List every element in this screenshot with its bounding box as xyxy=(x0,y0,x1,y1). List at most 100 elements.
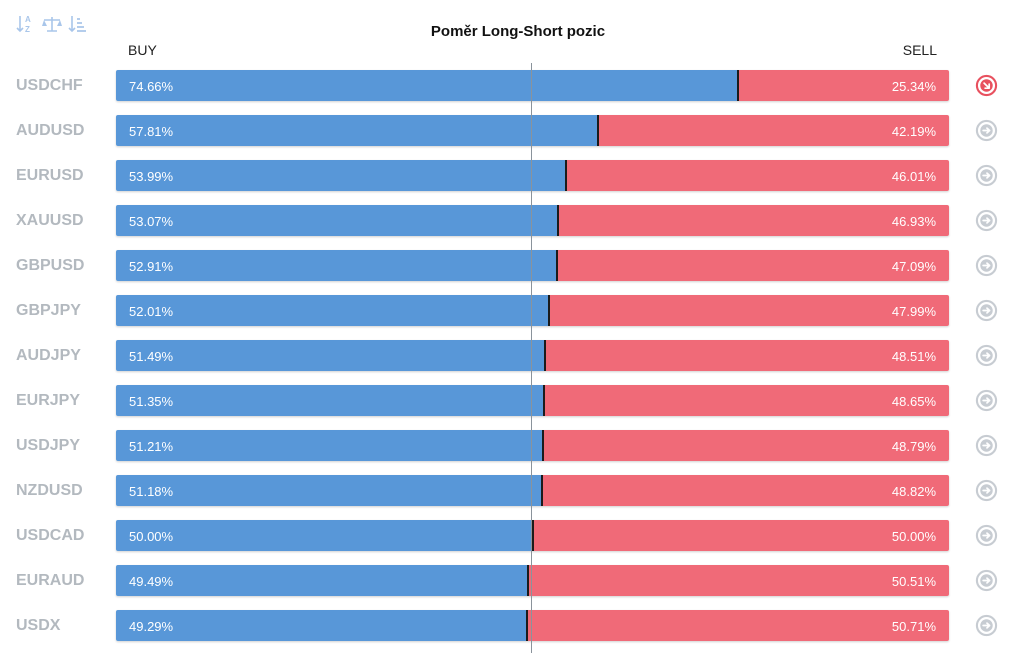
sell-percent-label: 48.82% xyxy=(891,484,936,499)
symbol-label: NZDUSD xyxy=(16,482,83,499)
ratio-bar: 57.81% 42.19% xyxy=(116,115,949,146)
symbol-label: USDCAD xyxy=(16,527,85,544)
ratio-divider xyxy=(525,610,528,641)
sell-percent-label: 48.65% xyxy=(891,394,936,409)
ratio-bar: 51.18% 48.82% xyxy=(116,475,949,506)
ratio-divider xyxy=(541,430,544,461)
chart-row: NZDUSD 51.18% 48.82% xyxy=(0,475,1021,507)
symbol-label: GBPUSD xyxy=(16,257,85,274)
buy-percent-label: 51.35% xyxy=(129,394,174,409)
buy-bar-segment: 50.00% xyxy=(116,520,533,551)
sell-bar-segment: 50.00% xyxy=(532,520,949,551)
sell-header: SELL xyxy=(902,42,937,58)
ratio-bar: 51.21% 48.79% xyxy=(116,430,949,461)
sell-percent-label: 46.01% xyxy=(891,169,936,184)
sell-bar-segment: 50.51% xyxy=(528,565,949,596)
chart-row: EURAUD 49.49% 50.51% xyxy=(0,565,1021,597)
arrow-right-icon[interactable] xyxy=(975,479,998,502)
buy-percent-label: 53.07% xyxy=(129,214,174,229)
sell-percent-label: 46.93% xyxy=(891,214,936,229)
ratio-divider xyxy=(527,565,530,596)
sell-bar-segment: 48.79% xyxy=(542,430,949,461)
buy-percent-label: 52.01% xyxy=(129,304,174,319)
sell-bar-segment: 50.71% xyxy=(526,610,949,641)
buy-percent-label: 57.81% xyxy=(129,124,174,139)
sell-percent-label: 48.79% xyxy=(891,439,936,454)
chart-row: USDX 49.29% 50.71% xyxy=(0,610,1021,642)
arrow-right-icon[interactable] xyxy=(975,209,998,232)
ratio-divider xyxy=(543,340,546,371)
sell-bar-segment: 25.34% xyxy=(737,70,949,101)
arrow-down-right-icon[interactable] xyxy=(975,74,998,97)
ratio-bar: 49.29% 50.71% xyxy=(116,610,949,641)
svg-text:A: A xyxy=(25,15,31,24)
symbol-label: AUDUSD xyxy=(16,122,85,139)
buy-bar-segment: 52.01% xyxy=(116,295,550,326)
chart-row: AUDUSD 57.81% 42.19% xyxy=(0,115,1021,147)
ratio-divider xyxy=(736,70,739,101)
chart-row: EURJPY 51.35% 48.65% xyxy=(0,385,1021,417)
ratio-bar: 49.49% 50.51% xyxy=(116,565,949,596)
ratio-bar: 52.01% 47.99% xyxy=(116,295,949,326)
fifty-percent-line xyxy=(531,63,532,653)
arrow-right-icon[interactable] xyxy=(975,164,998,187)
sort-alpha-icon[interactable]: A Z xyxy=(16,13,36,35)
symbol-label: USDCHF xyxy=(16,77,83,94)
sell-percent-label: 47.09% xyxy=(891,259,936,274)
ratio-bar: 53.07% 46.93% xyxy=(116,205,949,236)
chart-row: USDJPY 51.21% 48.79% xyxy=(0,430,1021,462)
ratio-divider xyxy=(531,520,534,551)
ratio-divider xyxy=(542,385,545,416)
symbol-label: USDJPY xyxy=(16,437,81,454)
buy-bar-segment: 53.07% xyxy=(116,205,559,236)
symbol-label: XAUUSD xyxy=(16,212,84,229)
buy-bar-segment: 74.66% xyxy=(116,70,738,101)
ratio-bar: 74.66% 25.34% xyxy=(116,70,949,101)
balance-scale-icon[interactable] xyxy=(42,13,62,35)
buy-percent-label: 49.29% xyxy=(129,619,174,634)
arrow-right-icon[interactable] xyxy=(975,389,998,412)
ratio-divider xyxy=(557,205,560,236)
arrow-right-icon[interactable] xyxy=(975,524,998,547)
buy-bar-segment: 52.91% xyxy=(116,250,557,281)
buy-bar-segment: 53.99% xyxy=(116,160,566,191)
buy-bar-segment: 51.35% xyxy=(116,385,544,416)
sell-bar-segment: 48.65% xyxy=(543,385,949,416)
buy-percent-label: 50.00% xyxy=(129,529,174,544)
arrow-right-icon[interactable] xyxy=(975,254,998,277)
ratio-bar: 50.00% 50.00% xyxy=(116,520,949,551)
buy-bar-segment: 57.81% xyxy=(116,115,598,146)
ratio-bar: 51.49% 48.51% xyxy=(116,340,949,371)
arrow-right-icon[interactable] xyxy=(975,299,998,322)
sell-bar-segment: 48.82% xyxy=(542,475,949,506)
ratio-divider xyxy=(564,160,567,191)
svg-text:Z: Z xyxy=(25,25,30,34)
chart-row: XAUUSD 53.07% 46.93% xyxy=(0,205,1021,237)
sell-bar-segment: 47.99% xyxy=(549,295,949,326)
ratio-divider xyxy=(548,295,551,326)
chart-row: GBPJPY 52.01% 47.99% xyxy=(0,295,1021,327)
sell-bar-segment: 48.51% xyxy=(544,340,949,371)
sell-bar-segment: 46.93% xyxy=(558,205,949,236)
ratio-divider xyxy=(555,250,558,281)
sort-amount-icon[interactable] xyxy=(68,13,88,35)
sell-percent-label: 47.99% xyxy=(891,304,936,319)
sell-bar-segment: 46.01% xyxy=(565,160,949,191)
arrow-right-icon[interactable] xyxy=(975,569,998,592)
chart-row: AUDJPY 51.49% 48.51% xyxy=(0,340,1021,372)
chart-row: GBPUSD 52.91% 47.09% xyxy=(0,250,1021,282)
chart-title: Poměr Long-Short pozic xyxy=(430,23,606,40)
sell-percent-label: 42.19% xyxy=(891,124,936,139)
buy-percent-label: 53.99% xyxy=(129,169,174,184)
arrow-right-icon[interactable] xyxy=(975,614,998,637)
buy-header: BUY xyxy=(128,42,157,58)
symbol-label: GBPJPY xyxy=(16,302,81,319)
buy-bar-segment: 51.18% xyxy=(116,475,543,506)
buy-percent-label: 74.66% xyxy=(129,79,174,94)
symbol-label: EURUSD xyxy=(16,167,84,184)
arrow-right-icon[interactable] xyxy=(975,344,998,367)
sell-percent-label: 50.51% xyxy=(891,574,936,589)
arrow-right-icon[interactable] xyxy=(975,434,998,457)
arrow-right-icon[interactable] xyxy=(975,119,998,142)
buy-bar-segment: 51.21% xyxy=(116,430,543,461)
